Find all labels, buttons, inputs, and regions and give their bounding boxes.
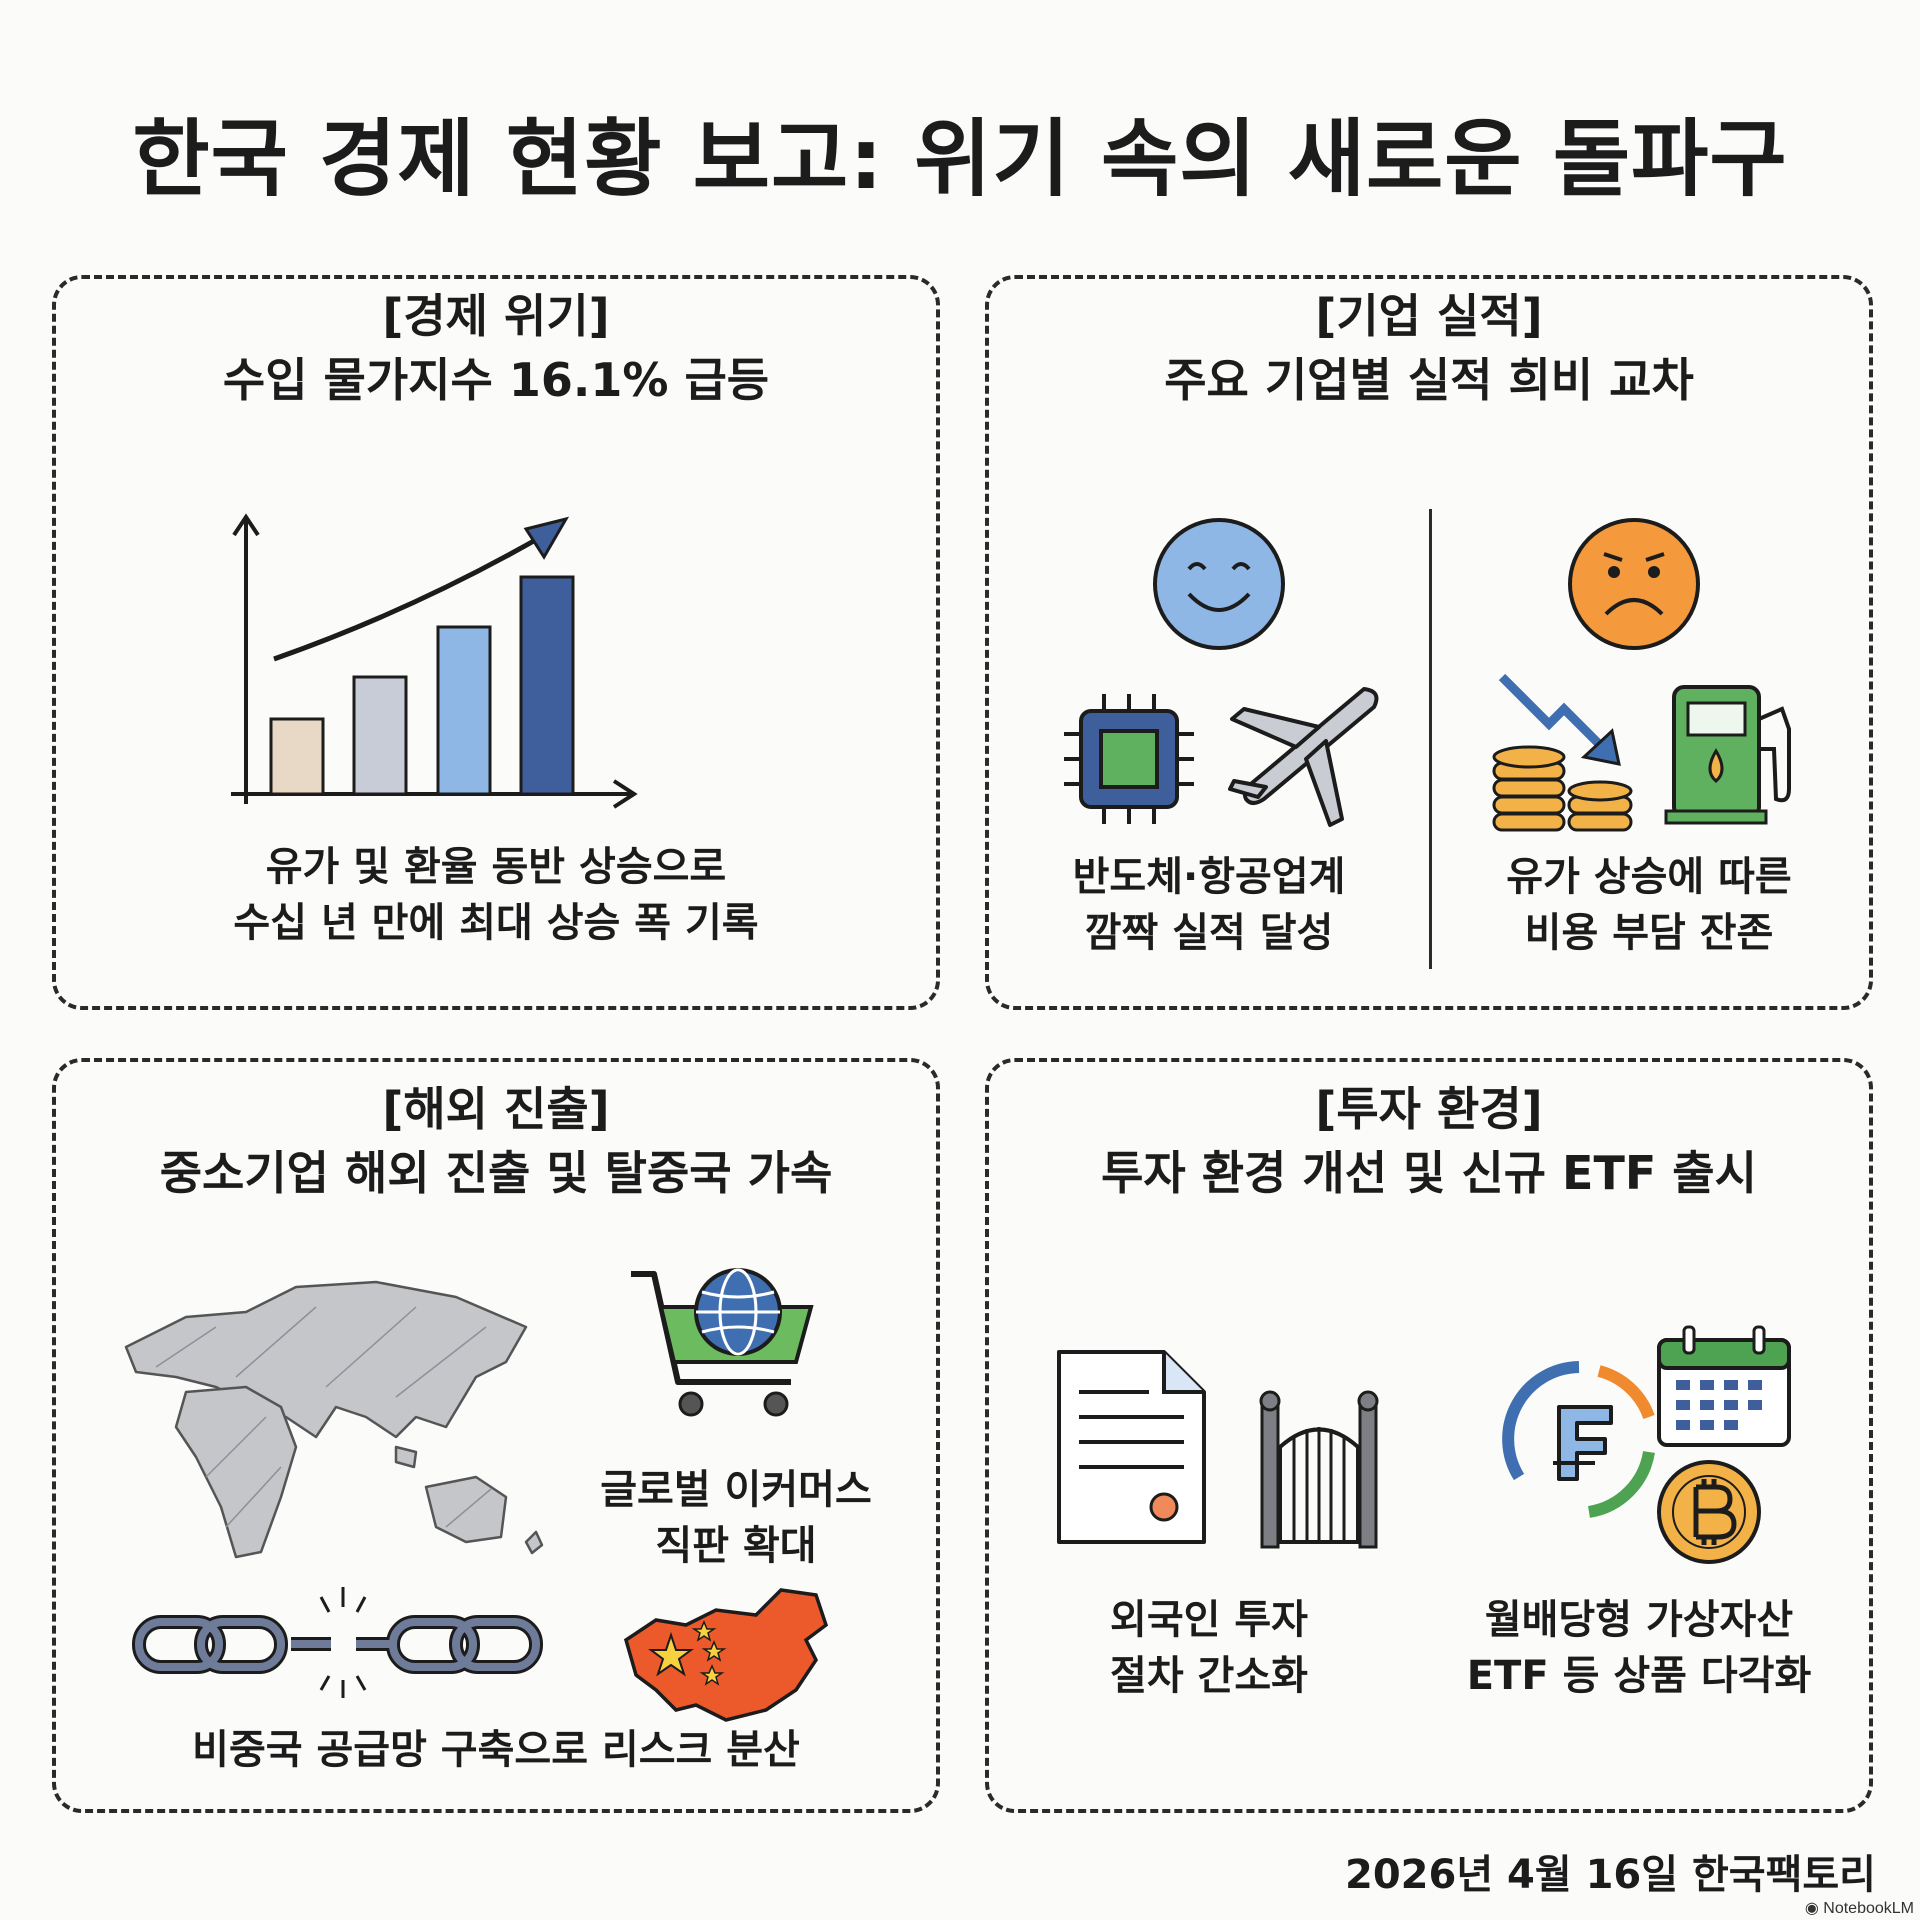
investment-right-line2: ETF 등 상품 다각화	[1466, 1653, 1812, 1699]
panel-overseas-expansion: [해외 진출] 중소기업 해외 진출 및 탈중국 가속 글로벌 이	[52, 1058, 940, 1813]
shopping-cart-globe-icon	[631, 1268, 814, 1417]
investment-left-line2: 절차 간소화	[1110, 1653, 1308, 1699]
notebooklm-brand: ◉ NotebookLM	[1805, 1898, 1914, 1918]
panel-economic-crisis: [경제 위기] 수입 물가지수 16.1% 급등 유가 및 환율 동반 상승으로…	[52, 275, 940, 1010]
earnings-left-line2: 깜짝 실적 달성	[1084, 910, 1334, 956]
gate-icon	[1259, 1390, 1379, 1549]
page-title: 한국 경제 현황 보고: 위기 속의 새로운 돌파구	[132, 110, 1788, 208]
smiley-face-icon	[1153, 518, 1285, 650]
ecommerce-line1: 글로벌 이커머스	[600, 1467, 872, 1513]
globe-icon	[694, 1268, 782, 1356]
divider	[1429, 509, 1432, 969]
china-map-icon	[623, 1588, 829, 1722]
panel-tag: [경제 위기]	[382, 289, 610, 343]
document-icon	[1057, 1350, 1206, 1544]
etf-coin-icon	[1502, 1361, 1655, 1518]
panel-tag: [투자 환경]	[1315, 1082, 1543, 1136]
footer-date-source: 2026년 4월 16일 한국팩토리	[1344, 1852, 1876, 1898]
panel-headline: 중소기업 해외 진출 및 탈중국 가속	[159, 1146, 833, 1200]
earnings-right-line1: 유가 상승에 따른	[1506, 854, 1792, 900]
calendar-icon	[1657, 1325, 1791, 1447]
world-map-icon	[124, 1280, 544, 1559]
earnings-left-line1: 반도체·항공업계	[1072, 854, 1346, 900]
down-arrow-icon	[1498, 673, 1621, 766]
crisis-desc-line1: 유가 및 환율 동반 상승으로	[265, 844, 727, 890]
coins-icon	[1492, 745, 1633, 832]
panel-headline: 수입 물가지수 16.1% 급등	[222, 353, 770, 407]
panel-headline: 투자 환경 개선 및 신규 ETF 출시	[1101, 1146, 1757, 1200]
upward-arrow-icon	[523, 516, 570, 560]
airplane-icon	[1228, 687, 1379, 827]
bitcoin-icon	[1657, 1460, 1761, 1564]
crisis-desc-line2: 수십 년 만에 최대 상승 폭 기록	[233, 900, 759, 946]
panel-headline: 주요 기업별 실적 희비 교차	[1164, 353, 1694, 407]
notebooklm-logo-icon: ◉	[1804, 1900, 1824, 1917]
earnings-right-line2: 비용 부담 잔존	[1524, 910, 1774, 956]
panel-corporate-earnings: [기업 실적] 주요 기업별 실적 희비 교차	[985, 275, 1873, 1010]
fuel-pump-icon	[1664, 685, 1791, 825]
panel-tag: [기업 실적]	[1315, 289, 1543, 343]
chip-icon	[1064, 694, 1194, 824]
investment-left-line1: 외국인 투자	[1110, 1597, 1308, 1643]
brand-label: NotebookLM	[1823, 1900, 1914, 1917]
sad-face-icon	[1568, 518, 1700, 650]
panel-tag: [해외 진출]	[382, 1082, 610, 1136]
rising-bar-chart-icon	[231, 513, 638, 809]
investment-right-line1: 월배당형 가상자산	[1484, 1597, 1794, 1643]
panel-investment-environment: [투자 환경] 투자 환경 개선 및 신규 ETF 출시	[985, 1058, 1873, 1813]
broken-chain-icon	[132, 1587, 543, 1698]
supply-chain-text: 비중국 공급망 구축으로 리스크 분산	[192, 1727, 800, 1773]
ecommerce-line2: 직판 확대	[655, 1523, 817, 1569]
